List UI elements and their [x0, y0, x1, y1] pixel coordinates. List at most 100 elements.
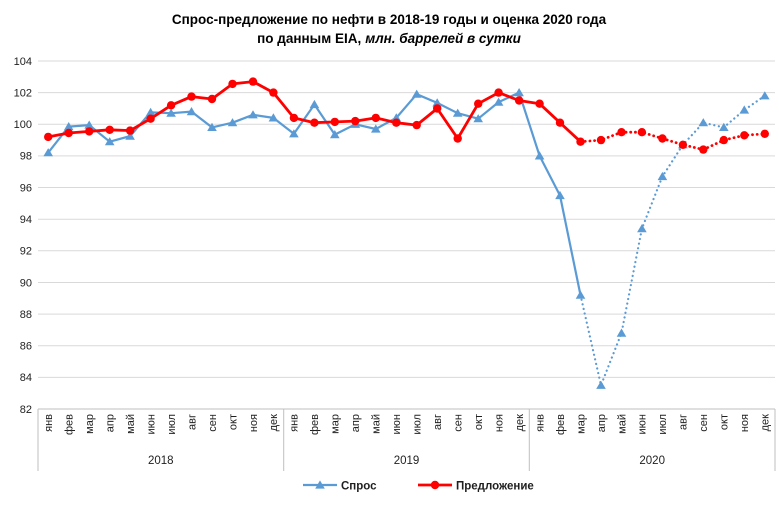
marker-supply: [64, 128, 73, 138]
marker-demand: [268, 113, 279, 122]
y-tick-label: 82: [20, 404, 32, 416]
month-tick-label: сен: [453, 414, 465, 432]
marker-supply: [187, 92, 196, 101]
marker-supply: [248, 77, 258, 86]
month-tick-label: июн: [391, 414, 403, 434]
month-tick-label: июл: [657, 414, 669, 435]
y-tick-label: 86: [20, 341, 32, 353]
month-tick-label: дек: [268, 414, 280, 432]
chart-title-line2: по данным EIA, млн. баррелей в сутки: [257, 31, 521, 46]
marker-demand: [637, 224, 647, 233]
month-tick-label: фев: [555, 414, 567, 435]
year-label: 2018: [148, 455, 174, 467]
chart-title-line2-italic: млн. баррелей в сутки: [365, 31, 521, 46]
marker-supply: [433, 104, 442, 113]
month-tick-label: авг: [432, 414, 444, 430]
month-tick-label: ноя: [248, 414, 260, 432]
marker-demand: [575, 290, 586, 299]
marker-demand: [330, 130, 340, 139]
month-tick-label: янв: [43, 414, 55, 432]
marker-demand: [145, 107, 156, 116]
marker-supply: [494, 88, 503, 97]
month-tick-label: янв: [289, 414, 301, 432]
marker-supply: [392, 118, 401, 127]
marker-demand: [84, 120, 94, 129]
month-tick-label: май: [371, 414, 383, 434]
year-label: 2020: [639, 455, 665, 467]
marker-demand: [63, 122, 74, 131]
series-forecast-line-demand: [579, 94, 766, 390]
marker-demand: [493, 97, 504, 106]
marker-supply: [330, 117, 339, 127]
marker-supply: [699, 145, 708, 154]
marker-demand: [186, 107, 197, 116]
marker-demand: [371, 124, 381, 133]
month-tick-label: мар: [84, 414, 96, 434]
legend-item-supply: Предложение: [418, 481, 534, 493]
month-tick-label: ноя: [739, 414, 751, 432]
marker-demand: [166, 108, 176, 117]
legend-supply-label: Предложение: [456, 481, 534, 493]
month-tick-label: сен: [207, 414, 219, 432]
month-tick-label: май: [616, 414, 628, 434]
marker-demand: [289, 129, 299, 138]
marker-supply: [371, 113, 380, 123]
y-tick-label: 92: [20, 246, 32, 258]
marker-demand: [719, 122, 729, 131]
month-tick-label: сен: [698, 414, 710, 432]
legend-demand-label: Спрос: [341, 481, 377, 493]
marker-supply: [146, 114, 155, 123]
year-label: 2019: [394, 455, 420, 467]
marker-demand: [207, 122, 217, 131]
marker-demand: [309, 99, 320, 109]
marker-supply: [514, 96, 524, 105]
y-tick-label: 88: [20, 309, 32, 321]
marker-supply: [740, 131, 749, 140]
y-tick-label: 94: [20, 214, 32, 226]
marker-demand: [432, 98, 442, 107]
month-tick-label: ноя: [493, 414, 505, 432]
marker-supply: [166, 101, 176, 110]
y-tick-label: 98: [20, 151, 32, 163]
y-tick-label: 84: [20, 372, 32, 384]
y-tick-label: 100: [14, 119, 32, 131]
month-tick-label: апр: [105, 414, 117, 432]
marker-supply: [678, 140, 688, 149]
marker-supply: [617, 128, 626, 137]
marker-supply: [310, 118, 319, 127]
marker-demand: [555, 190, 565, 200]
marker-supply: [760, 129, 769, 138]
marker-supply: [637, 128, 647, 137]
month-tick-label: окт: [227, 414, 239, 430]
marker-supply: [453, 134, 462, 143]
month-tick-label: июл: [412, 414, 424, 435]
marker-demand: [125, 131, 135, 140]
month-tick-label: мар: [575, 414, 587, 434]
marker-demand: [616, 328, 627, 337]
marker-demand: [657, 171, 668, 181]
month-tick-label: янв: [534, 414, 546, 432]
marker-supply: [474, 99, 483, 108]
marker-demand: [596, 380, 606, 389]
marker-supply: [207, 94, 217, 104]
legend-item-demand: Спрос: [303, 480, 377, 493]
marker-demand: [104, 137, 115, 146]
marker-supply: [535, 99, 544, 108]
marker-supply: [85, 127, 94, 136]
marker-demand: [411, 89, 422, 98]
month-tick-label: авг: [186, 414, 198, 430]
marker-supply: [576, 137, 585, 146]
month-tick-label: дек: [760, 414, 772, 432]
marker-supply: [596, 135, 606, 145]
y-tick-label: 104: [14, 56, 32, 68]
month-tick-label: апр: [350, 414, 362, 432]
marker-supply: [719, 135, 728, 145]
marker-demand: [473, 114, 483, 123]
legend: Спрос Предложение: [303, 480, 534, 493]
month-tick-label: дек: [514, 414, 526, 432]
marker-supply: [289, 113, 299, 123]
month-tick-label: авг: [678, 414, 690, 430]
